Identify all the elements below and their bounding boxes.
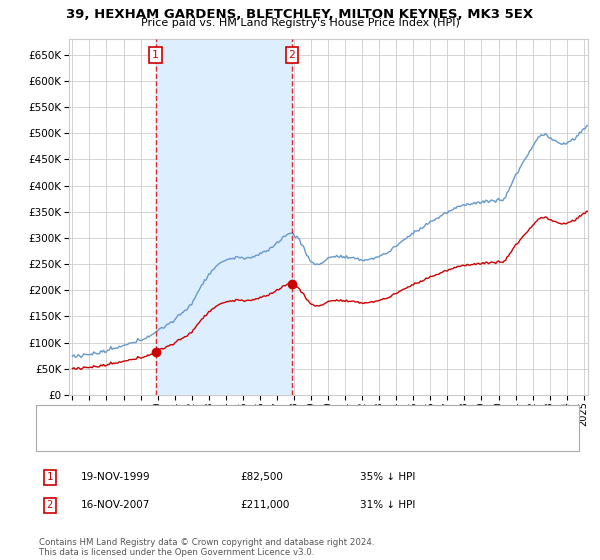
Text: 1: 1: [152, 50, 159, 60]
Bar: [155, 39, 292, 395]
Text: ——: ——: [45, 413, 67, 423]
Text: ——: ——: [45, 433, 67, 443]
Text: Price paid vs. HM Land Registry's House Price Index (HPI): Price paid vs. HM Land Registry's House …: [140, 18, 460, 29]
Text: 2: 2: [47, 500, 53, 510]
Text: 39, HEXHAM GARDENS, BLETCHLEY, MILTON KEYNES, MK3 5EX (detached house): 39, HEXHAM GARDENS, BLETCHLEY, MILTON KE…: [69, 413, 473, 423]
Text: 35% ↓ HPI: 35% ↓ HPI: [360, 472, 415, 482]
Text: 39, HEXHAM GARDENS, BLETCHLEY, MILTON KEYNES, MK3 5EX: 39, HEXHAM GARDENS, BLETCHLEY, MILTON KE…: [67, 8, 533, 21]
Text: Contains HM Land Registry data © Crown copyright and database right 2024.
This d: Contains HM Land Registry data © Crown c…: [39, 538, 374, 557]
Text: 19-NOV-1999: 19-NOV-1999: [81, 472, 151, 482]
Text: 16-NOV-2007: 16-NOV-2007: [81, 500, 151, 510]
Text: 31% ↓ HPI: 31% ↓ HPI: [360, 500, 415, 510]
Text: £82,500: £82,500: [240, 472, 283, 482]
Text: £211,000: £211,000: [240, 500, 289, 510]
Text: 2: 2: [289, 50, 295, 60]
Text: HPI: Average price, detached house, Milton Keynes: HPI: Average price, detached house, Milt…: [69, 433, 323, 443]
Text: 1: 1: [47, 472, 53, 482]
